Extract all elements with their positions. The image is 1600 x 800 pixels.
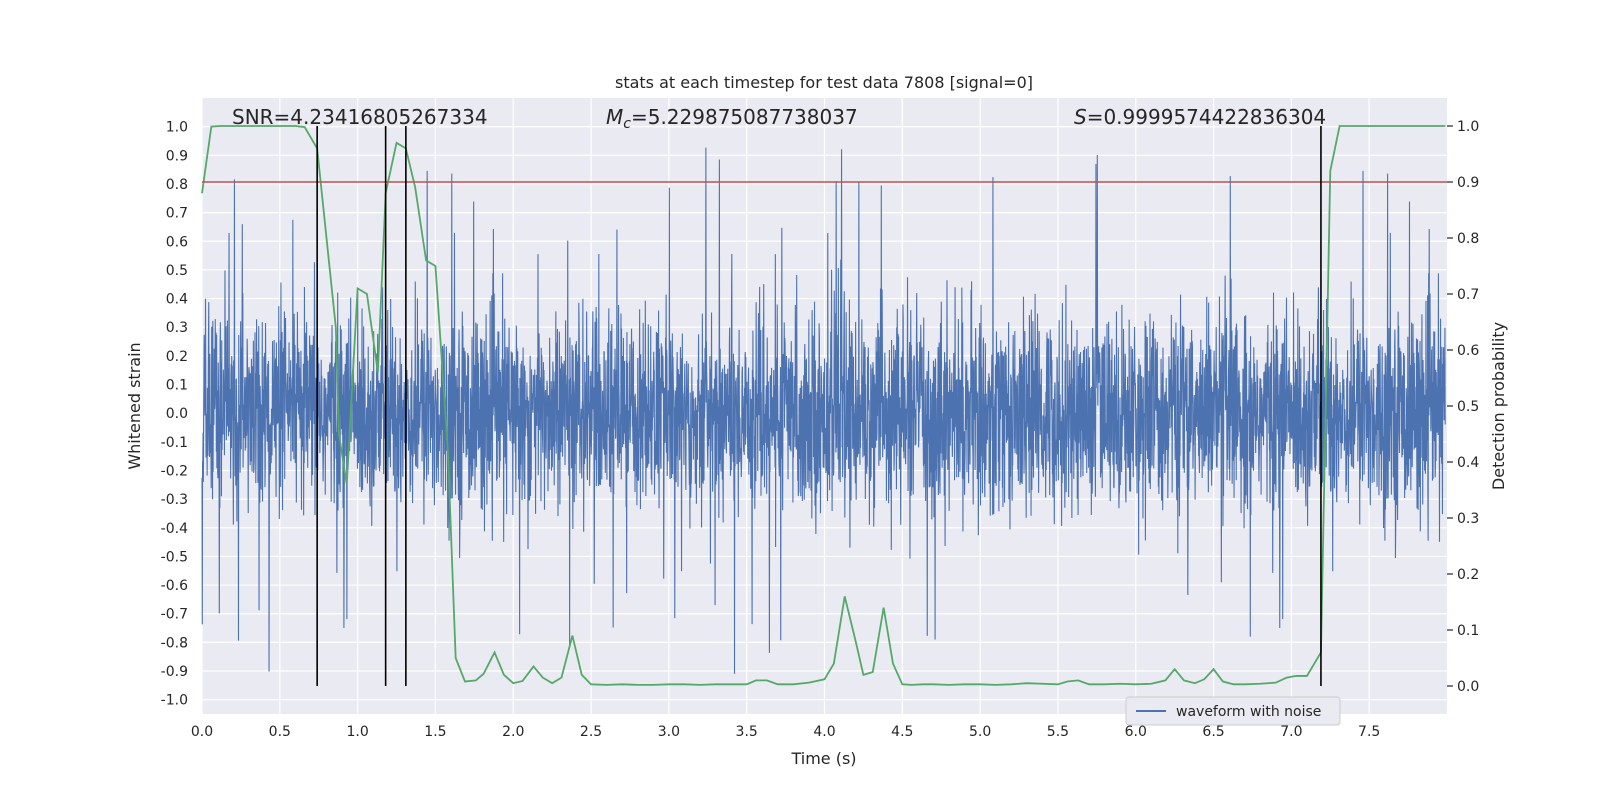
left-tick-label: 0.0: [166, 406, 188, 422]
right-tick-label: 1.0: [1457, 119, 1479, 135]
right-tick-label: 0.3: [1457, 511, 1479, 527]
score-annotation: S=0.9999574422836304: [1074, 105, 1326, 129]
left-tick-label: 0.7: [166, 206, 188, 222]
left-tick-label: -0.7: [161, 607, 188, 623]
chirp-mass-subscript: c: [623, 116, 631, 132]
detection-probability-line: [201, 125, 1446, 686]
right-tick-label: 0.8: [1457, 231, 1479, 247]
x-tick-label: 0.0: [191, 724, 213, 740]
left-tick-label: 0.9: [166, 148, 188, 164]
left-tick-label: -0.9: [161, 664, 188, 680]
left-tick-label: -0.3: [161, 492, 188, 508]
score-symbol: S: [1074, 105, 1087, 129]
legend-label: waveform with noise: [1176, 704, 1321, 720]
chirp-mass-value: =5.229875087738037: [631, 105, 858, 129]
x-tick-label: 7.0: [1280, 724, 1302, 740]
x-tick-label: 6.5: [1202, 724, 1224, 740]
left-tick-label: 0.4: [166, 292, 188, 308]
right-axis-label: Detection probability: [1489, 322, 1508, 490]
right-tick-label: 0.1: [1457, 623, 1479, 639]
left-tick-label: 0.3: [166, 320, 188, 336]
x-tick-label: 7.5: [1358, 724, 1380, 740]
chirp-mass-annotation: Mc=5.229875087738037: [606, 105, 858, 132]
x-tick-label: 6.0: [1125, 724, 1147, 740]
x-tick-label: 1.0: [346, 724, 368, 740]
x-tick-label: 2.0: [502, 724, 524, 740]
x-tick-label: 3.0: [658, 724, 680, 740]
x-axis-ticks: 0.0 0.5 1.0 1.5 2.0 2.5 3.0 3.5 4.0 4.5 5.0 5.5 6.0 6…: [191, 724, 1380, 740]
x-tick-label: 3.5: [736, 724, 758, 740]
left-tick-label: -1.0: [161, 693, 188, 709]
left-tick-label: 0.8: [166, 177, 188, 193]
right-tick-label: 0.4: [1457, 455, 1479, 471]
right-tick-label: 0.6: [1457, 343, 1479, 359]
chirp-mass-symbol: M: [606, 105, 623, 129]
right-axis-ticks: 1.0 0.9 0.8 0.7 0.6 0.5 0.4 0.3 0.2 0.1 0.0: [1447, 119, 1479, 695]
x-tick-label: 5.5: [1047, 724, 1069, 740]
left-tick-label: 0.1: [166, 378, 188, 394]
vertical-markers: [316, 126, 1322, 686]
left-tick-label: -0.8: [161, 635, 188, 651]
legend: waveform with noise: [1125, 696, 1341, 726]
left-tick-label: -0.5: [161, 549, 188, 565]
right-tick-label: 0.9: [1457, 175, 1479, 191]
left-axis-ticks: 1.0 0.9 0.8 0.7 0.6 0.5 0.4 0.3 0.2 0.1 0.0 -0.1 -0.…: [161, 120, 188, 709]
right-tick-label: 0.2: [1457, 567, 1479, 583]
waveform-series: [201, 147, 1446, 674]
x-tick-label: 0.5: [269, 724, 291, 740]
x-tick-label: 1.5: [424, 724, 446, 740]
x-tick-label: 5.0: [969, 724, 991, 740]
snr-annotation: SNR=4.23416805267334: [232, 105, 488, 129]
chart-title: stats at each timestep for test data 780…: [615, 73, 1033, 92]
legend-box: [1125, 696, 1341, 726]
right-tick-label: 0.0: [1457, 679, 1479, 695]
right-tick-label: 0.7: [1457, 287, 1479, 303]
left-tick-label: -0.2: [161, 463, 188, 479]
left-tick-label: 0.2: [166, 349, 188, 365]
score-value: =0.9999574422836304: [1087, 105, 1326, 129]
left-axis-label: Whitened strain: [125, 342, 144, 469]
left-tick-label: 1.0: [166, 120, 188, 136]
x-axis-label: Time (s): [790, 749, 856, 768]
waveform-line: [201, 147, 1446, 674]
x-tick-label: 4.5: [891, 724, 913, 740]
left-tick-label: -0.1: [161, 435, 188, 451]
x-tick-label: 2.5: [580, 724, 602, 740]
right-tick-label: 0.5: [1457, 399, 1479, 415]
left-tick-label: -0.6: [161, 578, 188, 594]
left-tick-label: -0.4: [161, 521, 188, 537]
left-tick-label: 0.6: [166, 234, 188, 250]
left-tick-label: 0.5: [166, 263, 188, 279]
x-tick-label: 4.0: [813, 724, 835, 740]
